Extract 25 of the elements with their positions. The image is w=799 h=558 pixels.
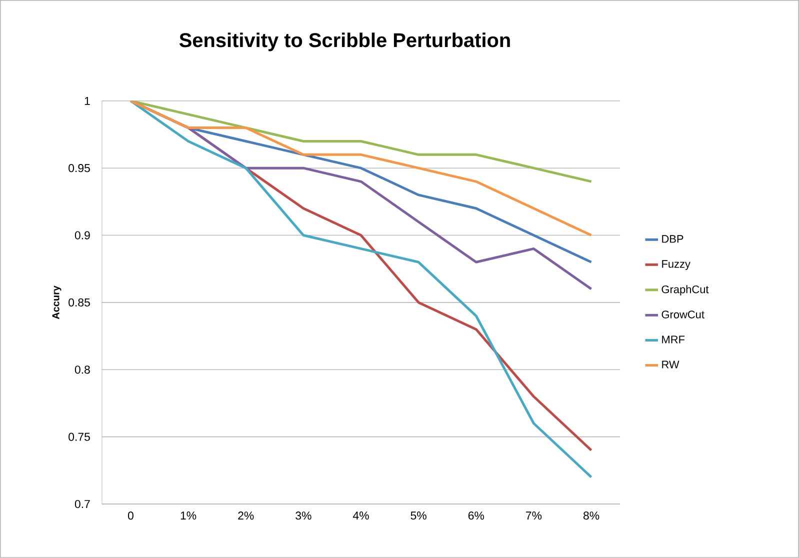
x-tick-label: 1% xyxy=(180,512,196,520)
x-tick-label: 5% xyxy=(410,512,426,520)
y-tick-label: 0.9 xyxy=(74,231,90,240)
y-tick-label: 0.7 xyxy=(74,500,90,508)
y-axis-title: Accury xyxy=(52,286,62,320)
y-tick-label: 0.8 xyxy=(74,366,90,374)
y-tick-label: 1 xyxy=(84,97,90,105)
x-tick-label: 4% xyxy=(352,512,369,520)
x-tick-label: 2% xyxy=(238,512,254,520)
line-series xyxy=(129,100,593,237)
y-tick-label: 0.85 xyxy=(68,298,90,307)
x-tick-label: 0 xyxy=(128,512,134,520)
chart-title: Sensitivity to Scribble Perturbation xyxy=(179,32,510,52)
y-tick-label: 0.75 xyxy=(68,432,90,441)
x-tick-label: 3% xyxy=(296,512,312,520)
legend-label: GrowCut xyxy=(662,310,704,318)
x-tick-label: 8% xyxy=(583,512,600,520)
x-tick-label: 7% xyxy=(526,512,542,520)
y-tick-label: 0.95 xyxy=(68,164,90,172)
legend-label: Fuzzy xyxy=(662,260,690,270)
legend-label: RW xyxy=(662,360,680,368)
legend-label: DBP xyxy=(662,235,684,243)
legend-label: GraphCut xyxy=(662,285,709,296)
legend-label: MRF xyxy=(662,336,685,344)
x-tick-label: 6% xyxy=(468,512,484,520)
